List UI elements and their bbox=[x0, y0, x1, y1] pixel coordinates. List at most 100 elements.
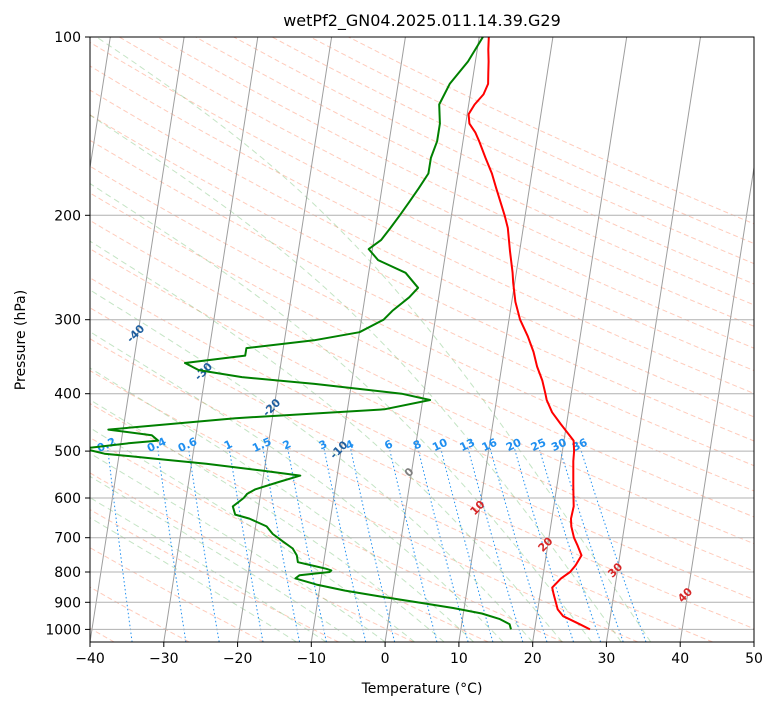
dewpoint-profile bbox=[90, 37, 512, 630]
mixing-ratio-line bbox=[538, 448, 602, 642]
mixing-ratio-line bbox=[467, 448, 524, 642]
y-tick-label: 700 bbox=[54, 531, 81, 547]
mixing-ratio-label: 0.4 bbox=[145, 435, 168, 455]
mixing-ratio-line bbox=[287, 448, 327, 642]
isotherm-line bbox=[532, 37, 628, 642]
mixing-ratio-line bbox=[350, 448, 396, 642]
mixing-ratio-label: 36 bbox=[570, 436, 590, 454]
mixing-ratio-label: 13 bbox=[458, 436, 477, 454]
x-axis: −40 −30 −20 −10 0 10 20 30 40 50 bbox=[75, 642, 763, 667]
mixing-ratio-label: 20 bbox=[504, 436, 524, 454]
y-tick-label: 100 bbox=[54, 30, 81, 46]
isotherm-line bbox=[384, 37, 480, 642]
mixing-ratio-line bbox=[559, 448, 624, 642]
mixing-ratio-line bbox=[107, 448, 133, 642]
moist-adiabat bbox=[90, 399, 445, 642]
chart-title: wetPf2_GN04.2025.011.14.39.G29 bbox=[283, 11, 561, 31]
dry-adiabat bbox=[195, 37, 754, 306]
y-tick-label: 300 bbox=[54, 313, 81, 329]
dry-adiabat bbox=[90, 338, 713, 642]
moist-adiabat bbox=[90, 183, 593, 642]
moist-adiabat bbox=[90, 427, 415, 642]
dry-adiabat bbox=[118, 37, 754, 349]
mixing-ratio-label: 3 bbox=[317, 437, 329, 452]
dry-adiabat bbox=[90, 41, 754, 372]
dry-adiabat bbox=[90, 192, 754, 518]
moist-adiabat bbox=[90, 240, 563, 642]
moist-adiabat bbox=[90, 331, 504, 642]
x-tick-label: 50 bbox=[745, 651, 763, 667]
profile-lines bbox=[90, 37, 591, 631]
y-axis: 1000 900 800 700 600 500 400 300 200 100 bbox=[45, 30, 90, 638]
isotherm-line bbox=[90, 37, 111, 171]
mixing-ratio-label: 6 bbox=[382, 437, 395, 452]
x-tick-label: 40 bbox=[671, 651, 689, 667]
mixing-ratio-line bbox=[580, 448, 647, 642]
moist-adiabat bbox=[90, 497, 327, 642]
dry-adiabat bbox=[90, 219, 754, 545]
y-tick-label: 600 bbox=[54, 491, 81, 507]
dry-adiabat bbox=[90, 370, 638, 642]
mixing-ratio-line bbox=[417, 448, 469, 642]
isotherm-label: -60 bbox=[0, 235, 13, 258]
x-tick-label: 0 bbox=[381, 651, 390, 667]
moist-adiabat bbox=[90, 475, 356, 642]
y-tick-label: 800 bbox=[54, 565, 81, 581]
x-tick-label: −10 bbox=[297, 651, 327, 667]
dry-adiabat bbox=[271, 37, 754, 265]
isotherm-label: 0 bbox=[402, 465, 417, 480]
mixing-ratio-line bbox=[228, 448, 264, 642]
isotherm-line bbox=[237, 37, 333, 642]
moist-adiabat bbox=[90, 289, 534, 642]
y-tick-label: 500 bbox=[54, 444, 81, 460]
mixing-ratio-label: 16 bbox=[480, 436, 500, 454]
mixing-ratio-label: 30 bbox=[549, 436, 569, 454]
isotherm-line bbox=[90, 37, 185, 642]
isotherm-line bbox=[458, 37, 554, 642]
dry-adiabat bbox=[90, 89, 754, 418]
x-axis-label: Temperature (°C) bbox=[361, 681, 483, 697]
moist-adiabat bbox=[90, 452, 386, 642]
x-tick-label: 30 bbox=[597, 651, 615, 667]
isotherm-line bbox=[679, 164, 754, 642]
moist-adiabat bbox=[90, 114, 622, 642]
x-tick-label: 20 bbox=[524, 651, 542, 667]
dry-adiabat bbox=[90, 547, 265, 642]
isotherm-line bbox=[605, 37, 701, 642]
isotherm-label: -50 bbox=[56, 287, 79, 310]
moist-adiabat bbox=[90, 367, 474, 642]
mixing-ratio-label: 25 bbox=[529, 436, 548, 454]
y-tick-label: 400 bbox=[54, 387, 81, 403]
isotherm-label: -40 bbox=[124, 322, 147, 345]
mixing-ratio-line bbox=[188, 448, 220, 642]
mixing-ratio-line bbox=[157, 448, 187, 642]
mixing-ratio-line bbox=[323, 448, 367, 642]
y-tick-label: 200 bbox=[54, 208, 81, 224]
moist-adiabat bbox=[96, 37, 652, 642]
dry-adiabat bbox=[90, 139, 754, 467]
isotherm-label: 10 bbox=[468, 498, 488, 518]
mixing-ratio-label: 1.5 bbox=[250, 435, 273, 455]
y-tick-label: 1000 bbox=[45, 622, 81, 638]
isotherm-line bbox=[163, 37, 259, 642]
dry-adiabat bbox=[90, 114, 754, 442]
dry-adiabat bbox=[157, 37, 754, 327]
x-tick-label: −40 bbox=[75, 651, 105, 667]
x-tick-label: −20 bbox=[223, 651, 253, 667]
isotherm-line bbox=[310, 37, 406, 642]
x-tick-label: −30 bbox=[149, 651, 179, 667]
y-tick-label: 900 bbox=[54, 595, 81, 611]
background-lines bbox=[90, 37, 754, 642]
reference-line-labels: 0.10.20.40.611.52346810131620253036-100-… bbox=[0, 235, 696, 605]
dry-adiabat bbox=[90, 165, 754, 492]
y-axis-label: Pressure (hPa) bbox=[13, 290, 29, 390]
dry-adiabat bbox=[90, 248, 754, 572]
mixing-ratio-label: 10 bbox=[430, 436, 450, 454]
moist-adiabat bbox=[90, 517, 297, 642]
x-tick-label: 10 bbox=[450, 651, 468, 667]
mixing-ratio-label: 2 bbox=[281, 437, 293, 452]
temperature-profile bbox=[467, 37, 591, 631]
mixing-ratio-line bbox=[489, 448, 548, 642]
mixing-ratio-line bbox=[440, 448, 494, 642]
